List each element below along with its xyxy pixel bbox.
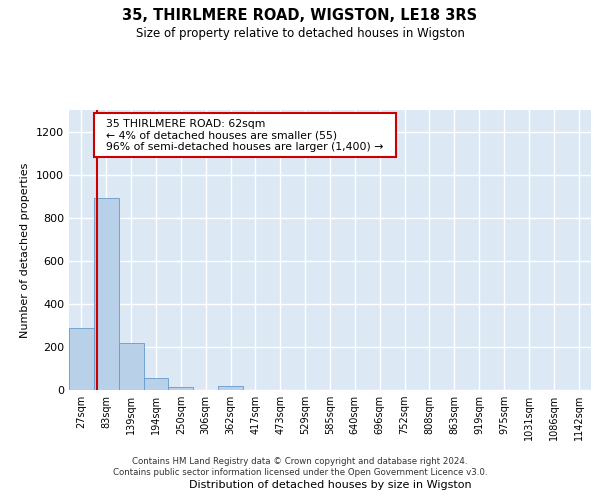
Bar bbox=[119, 342, 143, 390]
Y-axis label: Number of detached properties: Number of detached properties bbox=[20, 162, 31, 338]
Text: Contains HM Land Registry data © Crown copyright and database right 2024.
Contai: Contains HM Land Registry data © Crown c… bbox=[113, 458, 487, 477]
Text: 35 THIRLMERE ROAD: 62sqm  
  ← 4% of detached houses are smaller (55)  
  96% of: 35 THIRLMERE ROAD: 62sqm ← 4% of detache… bbox=[99, 118, 391, 152]
Bar bbox=[143, 378, 169, 390]
Text: Distribution of detached houses by size in Wigston: Distribution of detached houses by size … bbox=[188, 480, 472, 490]
Text: Size of property relative to detached houses in Wigston: Size of property relative to detached ho… bbox=[136, 28, 464, 40]
Bar bbox=[69, 328, 94, 390]
Bar bbox=[218, 386, 243, 390]
Bar bbox=[94, 198, 119, 390]
Text: 35, THIRLMERE ROAD, WIGSTON, LE18 3RS: 35, THIRLMERE ROAD, WIGSTON, LE18 3RS bbox=[122, 8, 478, 22]
Bar bbox=[169, 388, 193, 390]
